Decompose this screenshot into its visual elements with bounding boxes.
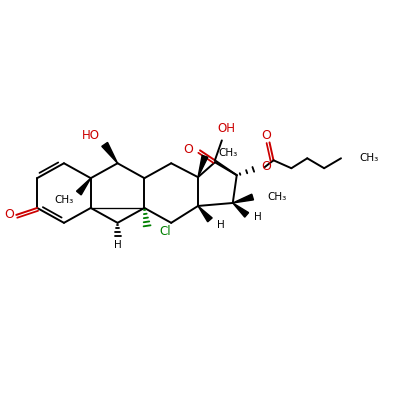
Text: CH₃: CH₃: [359, 153, 378, 163]
Polygon shape: [76, 178, 91, 195]
Polygon shape: [198, 155, 208, 177]
Text: O: O: [4, 208, 14, 221]
Text: CH₃: CH₃: [268, 192, 287, 202]
Text: CH₃: CH₃: [219, 148, 238, 158]
Polygon shape: [198, 206, 212, 222]
Text: CH₃: CH₃: [54, 195, 74, 205]
Text: H: H: [114, 240, 122, 250]
Polygon shape: [233, 203, 249, 217]
Text: O: O: [262, 160, 272, 173]
Text: O: O: [262, 129, 272, 142]
Text: O: O: [183, 143, 193, 156]
Text: H: H: [217, 220, 225, 230]
Text: HO: HO: [82, 129, 100, 142]
Text: H: H: [254, 212, 261, 222]
Polygon shape: [233, 194, 254, 203]
Text: OH: OH: [218, 122, 236, 135]
Polygon shape: [102, 142, 118, 163]
Text: Cl: Cl: [159, 225, 171, 238]
